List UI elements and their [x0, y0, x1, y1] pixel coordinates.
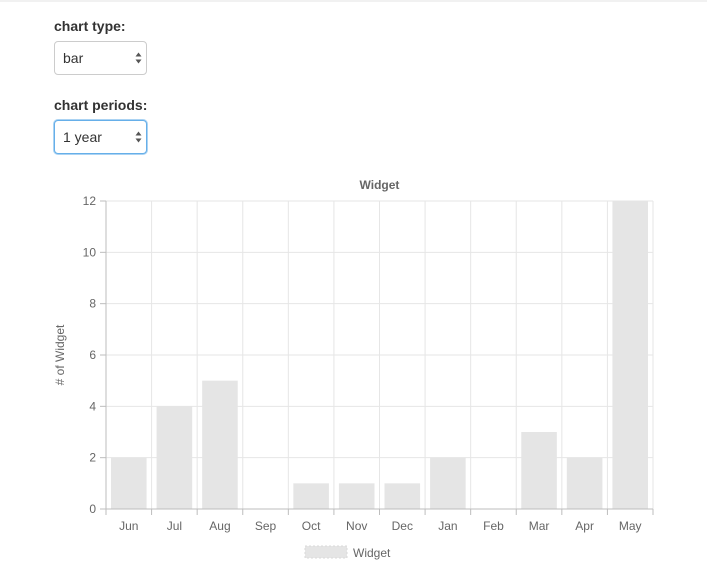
- x-tick-label: Mar: [529, 519, 550, 533]
- bar-oct: [293, 483, 329, 509]
- chart-type-selected-value: bar: [63, 50, 84, 66]
- y-tick-label: 4: [89, 399, 96, 413]
- select-arrows-icon: [135, 52, 142, 64]
- chart-type-label: chart type:: [54, 18, 126, 34]
- chart-legend[interactable]: Widget: [304, 545, 391, 560]
- y-tick-label: 2: [89, 451, 96, 465]
- x-tick-label: May: [619, 519, 642, 533]
- y-tick-label: 0: [89, 502, 96, 516]
- x-tick-label: Feb: [483, 519, 504, 533]
- bar-dec: [384, 483, 421, 509]
- x-tick-label: Sep: [255, 519, 277, 533]
- select-arrows-icon: [135, 131, 142, 143]
- legend-swatch: [304, 545, 348, 559]
- top-divider: [0, 0, 707, 2]
- x-tick-label: Apr: [575, 519, 594, 533]
- x-tick-label: Jan: [438, 519, 457, 533]
- chart-axes: [100, 200, 654, 515]
- bar-mar: [521, 432, 557, 509]
- x-tick-label: Aug: [209, 519, 230, 533]
- x-tick-label: Jul: [167, 519, 182, 533]
- chart-type-select[interactable]: bar: [54, 41, 147, 75]
- bar-nov: [338, 483, 375, 509]
- bar-jul: [156, 406, 193, 509]
- bar-jun: [111, 457, 147, 509]
- bar-apr: [566, 457, 603, 509]
- bar-aug: [202, 380, 238, 509]
- y-tick-label: 12: [83, 194, 97, 208]
- widget-bar-chart: Widget # of Widget 0 2 4 6 8 10 12 Jun Jul Aug Sep…: [53, 178, 654, 560]
- chart-bars: [111, 201, 648, 509]
- chart-title: Widget: [360, 178, 400, 192]
- chart-periods-label: chart periods:: [54, 97, 148, 113]
- y-tick-label: 10: [83, 245, 97, 259]
- x-tick-label: Nov: [346, 519, 367, 533]
- y-tick-label: 6: [89, 348, 96, 362]
- chart-tick-labels: 0 2 4 6 8 10 12 Jun Jul Aug Sep Oct Nov Dec Jan Feb Mar A…: [83, 194, 642, 533]
- chart-periods-select[interactable]: 1 year: [54, 120, 147, 154]
- x-tick-label: Oct: [302, 519, 321, 533]
- chart-periods-selected-value: 1 year: [63, 129, 102, 145]
- legend-label: Widget: [353, 546, 391, 560]
- x-tick-label: Dec: [392, 519, 413, 533]
- x-tick-label: Jun: [119, 519, 138, 533]
- bar-jan: [430, 457, 466, 509]
- bar-may: [612, 201, 648, 509]
- y-tick-label: 8: [89, 297, 96, 311]
- y-axis-label: # of Widget: [53, 324, 67, 385]
- chart-grid: [105, 200, 654, 510]
